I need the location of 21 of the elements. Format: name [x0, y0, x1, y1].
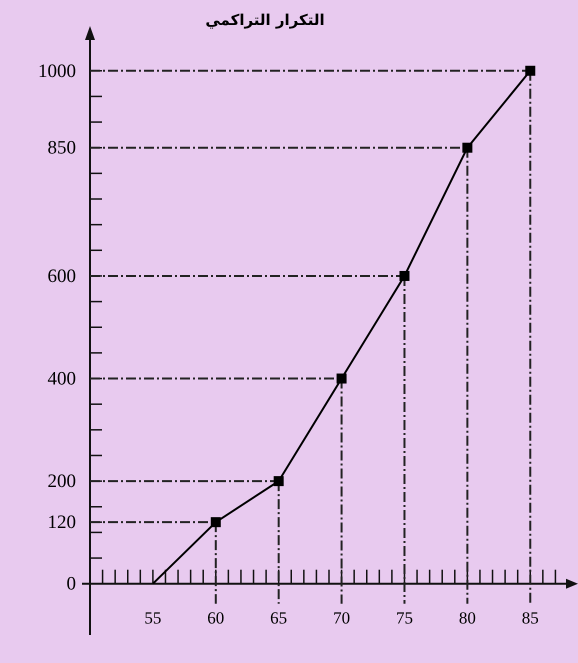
point	[525, 66, 536, 76]
y-tick-label: 200	[48, 471, 76, 492]
point	[462, 142, 472, 153]
x-tick-label: 85	[522, 608, 539, 628]
y-axis-title: التكرار التراكمي	[205, 11, 325, 29]
point	[399, 270, 410, 281]
point	[336, 374, 347, 384]
y-tick-label: 120	[48, 512, 76, 534]
point	[274, 476, 284, 486]
x-tick-label: 55	[144, 608, 162, 628]
x-tick-label: 60	[207, 608, 224, 628]
x-tick-label: 70	[333, 608, 350, 628]
y-tick-label: 1000	[38, 60, 76, 82]
x-tick-label: 75	[396, 608, 413, 628]
y-tick-label: 400	[48, 368, 76, 390]
x-tick-label: 65	[270, 608, 288, 628]
y-tick-label: 850	[48, 138, 76, 159]
y-tick-label: 600	[48, 266, 76, 287]
x-tick-label: 80	[458, 608, 476, 628]
point	[210, 517, 221, 528]
y-tick-label: 0	[66, 574, 76, 595]
